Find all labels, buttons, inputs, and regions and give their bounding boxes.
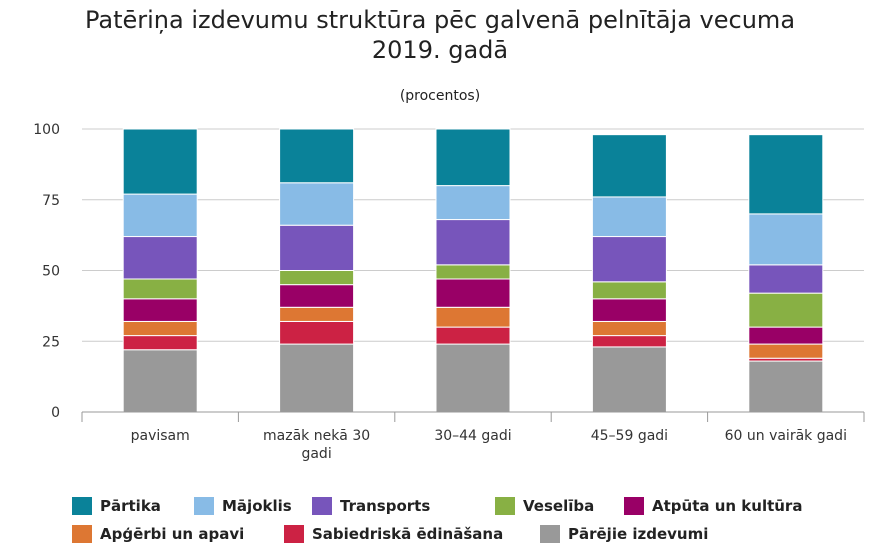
legend-item-majoklis[interactable]: Mājoklis [194, 497, 292, 515]
bar-segment-partika [748, 134, 824, 215]
bars [122, 128, 824, 413]
bar-segment-sabiedriska-edinasana [591, 335, 667, 348]
bar-segment-veseliba [122, 278, 198, 300]
legend-item-partika[interactable]: Pārtika [72, 497, 161, 515]
bar-segment-sabiedriska-edinasana [122, 335, 198, 351]
legend-swatch [72, 525, 92, 543]
bar-segment-transports [279, 224, 355, 271]
bar-segment-parejie-izdevumi [748, 360, 824, 413]
legend-label: Pārējie izdevumi [568, 525, 708, 543]
bar-segment-sabiedriska-edinasana [435, 326, 511, 345]
bar-segment-majoklis [748, 213, 824, 266]
bar-segment-atputa-un-kultura [591, 298, 667, 322]
legend-label: Transports [340, 497, 430, 515]
legend-label: Apģērbi un apavi [100, 525, 244, 543]
x-category-label: 30–44 gadi [434, 428, 511, 444]
bar-segment-atputa-un-kultura [748, 326, 824, 345]
legend-item-veseliba[interactable]: Veselība [495, 497, 594, 515]
bar-segment-partika [591, 134, 667, 198]
bar-segment-transports [748, 264, 824, 294]
x-category-label: 45–59 gadi [591, 428, 668, 444]
y-axis-ticks: 0 25 50 75 100 [33, 122, 60, 421]
bar-segment-veseliba [279, 270, 355, 286]
legend-swatch [540, 525, 560, 543]
bar-segment-majoklis [591, 196, 667, 238]
chart-title-line2: 2019. gadā [372, 36, 508, 64]
legend-swatch [284, 525, 304, 543]
legend-item-parejie-izdevumi[interactable]: Pārējie izdevumi [540, 525, 708, 543]
bar-segment-transports [435, 219, 511, 266]
legend-swatch [624, 497, 644, 515]
bar-segment-parejie-izdevumi [435, 343, 511, 413]
x-category-label: 60 un vairāk gadi [725, 428, 847, 444]
bar-segment-parejie-izdevumi [122, 349, 198, 413]
legend-item-sabiedriska-edinasana[interactable]: Sabiedriskā ēdināšana [284, 525, 503, 543]
chart-title: Patēriņa izdevumu struktūra pēc galvenā … [85, 6, 795, 34]
legend-swatch [495, 497, 515, 515]
chart-subtitle: (procentos) [400, 88, 480, 104]
bar-segment-transports [591, 236, 667, 283]
legend-label: Atpūta un kultūra [652, 497, 802, 515]
legend-label: Pārtika [100, 497, 161, 515]
bar-segment-veseliba [591, 281, 667, 300]
y-tick-label: 0 [51, 405, 60, 421]
x-category-label: gadi [301, 446, 331, 462]
legend-swatch [72, 497, 92, 515]
y-tick-label: 50 [42, 264, 60, 280]
bar-segment-transports [122, 236, 198, 280]
y-tick-label: 25 [42, 334, 60, 350]
bar-segment-partika [279, 128, 355, 184]
bar-segment-apgerbi-un-apavi [591, 320, 667, 337]
bar-segment-majoklis [122, 193, 198, 238]
bar-segment-parejie-izdevumi [591, 346, 667, 413]
legend-item-atputa-un-kultura[interactable]: Atpūta un kultūra [624, 497, 802, 515]
legend-label: Mājoklis [222, 497, 292, 515]
x-category-label: mazāk nekā 30 [263, 428, 370, 444]
legend-swatch [194, 497, 214, 515]
legend-label: Veselība [523, 497, 594, 515]
legend-label: Sabiedriskā ēdināšana [312, 525, 503, 543]
legend-item-transports[interactable]: Transports [312, 497, 430, 515]
legend-swatch [312, 497, 332, 515]
bar-segment-atputa-un-kultura [435, 278, 511, 308]
bar-segment-partika [435, 128, 511, 187]
bar-segment-parejie-izdevumi [279, 343, 355, 413]
legend-item-apgerbi-un-apavi[interactable]: Apģērbi un apavi [72, 525, 244, 543]
bar-segment-apgerbi-un-apavi [279, 306, 355, 322]
bar-segment-atputa-un-kultura [279, 284, 355, 308]
bar-segment-sabiedriska-edinasana [279, 320, 355, 345]
bar-segment-partika [122, 128, 198, 195]
y-tick-label: 100 [33, 122, 60, 138]
bar-segment-apgerbi-un-apavi [748, 343, 824, 359]
bar-segment-atputa-un-kultura [122, 298, 198, 322]
bar-segment-apgerbi-un-apavi [435, 306, 511, 328]
x-axis: pavisam mazāk nekā 30 gadi 30–44 gadi 45–59 … [81, 411, 865, 462]
bar-segment-veseliba [748, 292, 824, 328]
bar-segment-majoklis [435, 185, 511, 221]
bar-segment-majoklis [279, 182, 355, 226]
bar-segment-veseliba [435, 264, 511, 280]
bar-segment-apgerbi-un-apavi [122, 320, 198, 337]
legend: Pārtika Mājoklis Transports Veselība Atpūta … [72, 497, 802, 543]
x-category-label: pavisam [131, 428, 190, 444]
y-tick-label: 75 [42, 193, 60, 209]
